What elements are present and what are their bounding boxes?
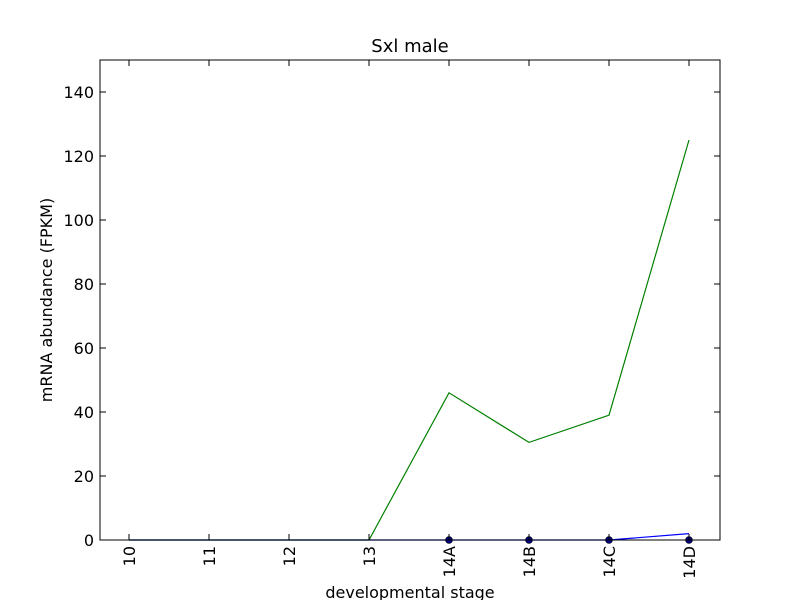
y-tick-label: 140 — [63, 83, 94, 102]
y-tick-label: 100 — [63, 211, 94, 230]
y-axis-label: mRNA abundance (FPKM) — [37, 198, 56, 402]
chart-title: Sxl male — [371, 36, 448, 57]
x-tick-label: 14A — [440, 546, 459, 577]
x-tick-label: 11 — [200, 546, 219, 566]
plot-frame — [99, 59, 721, 541]
x-tick-label: 14C — [600, 546, 619, 578]
x-tick-label: 14D — [680, 546, 699, 579]
y-tick-label: 80 — [74, 275, 94, 294]
y-tick-label: 40 — [74, 403, 94, 422]
series-layer — [129, 139, 693, 544]
y-axis: 0 20 40 60 80 100 120 140 — [63, 83, 720, 550]
x-tick-label: 14B — [520, 546, 539, 577]
x-tick-label: 13 — [360, 546, 379, 566]
y-tick-label: 0 — [84, 531, 94, 550]
series-line-1 — [129, 533, 690, 541]
x-tick-label: 10 — [120, 546, 139, 566]
x-axis-label: developmental stage — [325, 583, 494, 600]
x-axis: 10 11 12 13 14A 14B 14C 14D — [120, 60, 699, 579]
y-tick-label: 20 — [74, 467, 94, 486]
x-tick-label: 12 — [280, 546, 299, 566]
series-line-0 — [129, 139, 690, 541]
y-tick-label: 120 — [63, 147, 94, 166]
y-tick-label: 60 — [74, 339, 94, 358]
